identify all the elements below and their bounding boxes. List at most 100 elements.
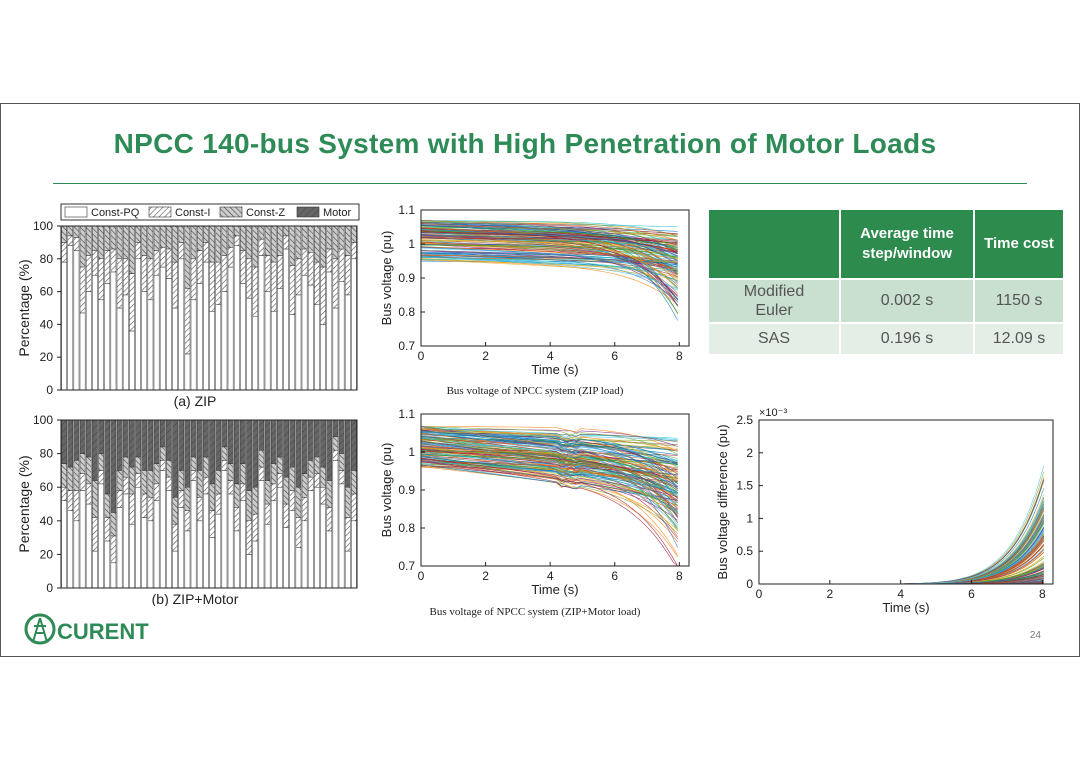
bar-segment <box>246 225 252 260</box>
bar-segment <box>277 225 283 256</box>
x-tick-label: 0 <box>418 569 425 583</box>
bar-segment <box>307 419 314 461</box>
bar-segment <box>258 255 265 391</box>
series-group <box>759 465 1045 585</box>
bar-segment <box>172 523 178 552</box>
voltage-series-line <box>420 246 678 263</box>
bar-segment <box>61 486 67 501</box>
x-axis-label: Time (s) <box>882 600 929 615</box>
voltage-series-line <box>420 257 678 282</box>
bar-segment <box>314 225 320 263</box>
bar-segment <box>344 294 351 391</box>
voltage-series-line <box>420 439 678 449</box>
bar-segment <box>252 513 259 542</box>
tower-icon <box>24 613 56 645</box>
y-tick-label: 1.1 <box>398 407 415 421</box>
title-divider <box>53 183 1027 184</box>
bar-segment <box>289 490 296 511</box>
plot-frame <box>60 419 358 589</box>
bar-segment <box>344 419 351 488</box>
bar-segment <box>332 449 339 461</box>
voltage-series-line <box>420 430 678 487</box>
bar-segment <box>277 255 283 289</box>
bar-segment <box>73 520 80 589</box>
bar-segment <box>314 419 320 458</box>
bar-segment <box>159 470 166 589</box>
bar-segment <box>240 225 246 251</box>
y-tick-label: 1.5 <box>736 479 753 493</box>
bar-segment <box>215 419 222 471</box>
bar-segment <box>79 312 86 391</box>
x-tick-label: 8 <box>676 569 683 583</box>
bar-segment <box>227 463 234 481</box>
voltage-series-line <box>420 247 678 284</box>
bar-segment <box>184 510 191 532</box>
bar-segment <box>178 242 185 260</box>
bar-segment <box>227 480 234 495</box>
curent-logo: CURENT <box>23 612 193 653</box>
bar-segment <box>98 470 104 485</box>
x-axis-label: Time (s) <box>531 582 578 597</box>
bar-segment <box>122 258 129 296</box>
bar-segment <box>92 225 98 251</box>
bar-segment <box>326 419 333 481</box>
legend: Const-PQ Const-I Const-Z Motor <box>60 203 360 221</box>
bar-segment <box>116 419 123 471</box>
bar-segment <box>135 225 141 243</box>
bar-segment <box>344 255 351 296</box>
table-header-empty <box>709 210 839 278</box>
bar-segment <box>289 419 296 468</box>
bar-segment <box>129 225 135 274</box>
bar-segment <box>209 225 215 263</box>
bar-segment <box>147 497 154 522</box>
table-cell-cost: 1150 s <box>975 280 1063 322</box>
bar-segment <box>240 419 246 464</box>
bar-segment <box>61 225 67 243</box>
y-axis-label: Percentage (%) <box>16 259 32 356</box>
bar-segment <box>153 419 160 464</box>
voltage-series-line <box>420 443 678 482</box>
plot-frame <box>60 225 358 391</box>
y-tick-label: 80 <box>40 447 54 461</box>
voltage-series-line <box>421 237 678 243</box>
x-tick-label: 4 <box>547 569 554 583</box>
bar-segment <box>283 419 289 478</box>
voltage-series-line <box>420 426 678 455</box>
bar-segment <box>227 225 234 248</box>
x-tick-label: 6 <box>968 587 975 601</box>
voltage-series-line <box>420 457 678 567</box>
bar-segment <box>73 490 80 522</box>
table-row: Modified Euler 0.002 s 1150 s <box>709 280 1063 322</box>
bar-segment <box>61 500 67 589</box>
voltage-series-line <box>420 434 678 465</box>
chart-caption: (a) ZIP <box>174 393 217 409</box>
bar-segment <box>252 225 259 268</box>
voltage-series-line <box>420 430 678 526</box>
bar-segment <box>246 490 252 522</box>
bar-segment <box>110 225 117 250</box>
bar-segment <box>221 225 228 256</box>
bar-segment <box>314 456 320 475</box>
bar-segment <box>301 419 308 475</box>
bar-segment <box>221 460 228 471</box>
bar-segment <box>110 512 117 537</box>
bar-segment <box>326 248 333 273</box>
bar-segment <box>196 520 203 589</box>
bar-segment <box>351 258 357 391</box>
bar-segment <box>110 535 117 564</box>
y-tick-label: 20 <box>40 350 54 364</box>
bar-segment <box>110 248 117 273</box>
bar-segment <box>203 476 209 495</box>
voltage-series-line <box>420 456 678 494</box>
voltage-series-line <box>420 247 678 299</box>
bar-segment <box>141 517 148 589</box>
bar-segment <box>178 258 185 391</box>
table-cell-step: 0.196 s <box>841 324 973 354</box>
y-tick-label: 1 <box>408 237 415 251</box>
bar-segment <box>190 480 197 589</box>
bar-segment <box>147 299 154 391</box>
voltage-series-line <box>420 458 678 506</box>
plot-frame <box>758 419 1054 585</box>
bar-segment <box>61 419 67 464</box>
bar-segment <box>184 353 191 391</box>
